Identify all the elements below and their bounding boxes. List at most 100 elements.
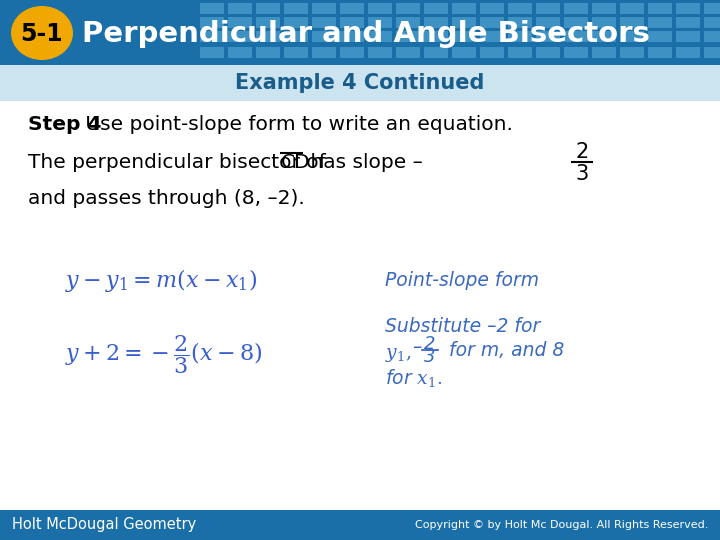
FancyBboxPatch shape (620, 47, 644, 58)
FancyBboxPatch shape (564, 47, 588, 58)
FancyBboxPatch shape (200, 17, 224, 28)
Text: has slope –: has slope – (304, 152, 423, 172)
FancyBboxPatch shape (368, 3, 392, 14)
Text: 2: 2 (575, 142, 589, 162)
FancyBboxPatch shape (256, 47, 280, 58)
Text: and passes through (8, –2).: and passes through (8, –2). (28, 188, 305, 207)
Text: Example 4 Continued: Example 4 Continued (235, 73, 485, 93)
FancyBboxPatch shape (480, 47, 504, 58)
Text: CD: CD (281, 152, 310, 172)
FancyBboxPatch shape (312, 47, 336, 58)
FancyBboxPatch shape (676, 3, 700, 14)
FancyBboxPatch shape (620, 17, 644, 28)
FancyBboxPatch shape (0, 0, 720, 65)
Text: $y_1,$: $y_1,$ (385, 346, 411, 365)
Text: 3: 3 (575, 164, 589, 184)
FancyBboxPatch shape (648, 47, 672, 58)
FancyBboxPatch shape (508, 3, 532, 14)
FancyBboxPatch shape (312, 3, 336, 14)
FancyBboxPatch shape (200, 3, 224, 14)
Text: Use point-slope form to write an equation.: Use point-slope form to write an equatio… (28, 116, 513, 134)
Text: $y + 2 = -\dfrac{2}{3}(x - 8)$: $y + 2 = -\dfrac{2}{3}(x - 8)$ (65, 334, 262, 376)
FancyBboxPatch shape (340, 47, 364, 58)
FancyBboxPatch shape (200, 31, 224, 42)
Text: The perpendicular bisector of: The perpendicular bisector of (28, 152, 332, 172)
FancyBboxPatch shape (284, 17, 308, 28)
FancyBboxPatch shape (256, 31, 280, 42)
FancyBboxPatch shape (508, 17, 532, 28)
FancyBboxPatch shape (676, 17, 700, 28)
FancyBboxPatch shape (228, 31, 252, 42)
FancyBboxPatch shape (424, 47, 448, 58)
FancyBboxPatch shape (424, 17, 448, 28)
FancyBboxPatch shape (340, 31, 364, 42)
FancyBboxPatch shape (340, 17, 364, 28)
Text: 2: 2 (424, 335, 436, 353)
FancyBboxPatch shape (0, 65, 720, 101)
Text: $y - y_1 = m(x - x_1)$: $y - y_1 = m(x - x_1)$ (65, 267, 257, 294)
FancyBboxPatch shape (704, 17, 720, 28)
FancyBboxPatch shape (592, 3, 616, 14)
FancyBboxPatch shape (480, 31, 504, 42)
FancyBboxPatch shape (228, 3, 252, 14)
FancyBboxPatch shape (452, 17, 476, 28)
FancyBboxPatch shape (228, 17, 252, 28)
FancyBboxPatch shape (480, 3, 504, 14)
Text: Step 4: Step 4 (28, 116, 102, 134)
FancyBboxPatch shape (620, 31, 644, 42)
Text: for $x_1.$: for $x_1.$ (385, 367, 442, 389)
FancyBboxPatch shape (564, 3, 588, 14)
FancyBboxPatch shape (256, 17, 280, 28)
FancyBboxPatch shape (536, 17, 560, 28)
FancyBboxPatch shape (592, 31, 616, 42)
FancyBboxPatch shape (368, 31, 392, 42)
FancyBboxPatch shape (424, 31, 448, 42)
FancyBboxPatch shape (648, 31, 672, 42)
FancyBboxPatch shape (284, 47, 308, 58)
FancyBboxPatch shape (676, 31, 700, 42)
Text: Copyright © by Holt Mc Dougal. All Rights Reserved.: Copyright © by Holt Mc Dougal. All Right… (415, 520, 708, 530)
FancyBboxPatch shape (368, 47, 392, 58)
FancyBboxPatch shape (284, 3, 308, 14)
FancyBboxPatch shape (452, 3, 476, 14)
FancyBboxPatch shape (508, 47, 532, 58)
FancyBboxPatch shape (452, 31, 476, 42)
FancyBboxPatch shape (704, 3, 720, 14)
FancyBboxPatch shape (340, 3, 364, 14)
Text: Substitute –2 for: Substitute –2 for (385, 318, 540, 336)
FancyBboxPatch shape (704, 47, 720, 58)
Text: 5-1: 5-1 (21, 22, 63, 46)
FancyBboxPatch shape (396, 17, 420, 28)
Text: –: – (413, 339, 422, 357)
FancyBboxPatch shape (508, 31, 532, 42)
FancyBboxPatch shape (536, 3, 560, 14)
FancyBboxPatch shape (368, 17, 392, 28)
FancyBboxPatch shape (396, 3, 420, 14)
FancyBboxPatch shape (564, 31, 588, 42)
Text: Perpendicular and Angle Bisectors: Perpendicular and Angle Bisectors (82, 20, 650, 48)
FancyBboxPatch shape (480, 17, 504, 28)
FancyBboxPatch shape (536, 47, 560, 58)
FancyBboxPatch shape (648, 3, 672, 14)
FancyBboxPatch shape (200, 47, 224, 58)
Text: for m, and 8: for m, and 8 (443, 341, 564, 360)
FancyBboxPatch shape (452, 47, 476, 58)
Text: 3: 3 (424, 348, 436, 366)
FancyBboxPatch shape (620, 3, 644, 14)
FancyBboxPatch shape (424, 3, 448, 14)
FancyBboxPatch shape (256, 3, 280, 14)
FancyBboxPatch shape (536, 31, 560, 42)
Text: Holt McDougal Geometry: Holt McDougal Geometry (12, 517, 197, 532)
FancyBboxPatch shape (396, 47, 420, 58)
FancyBboxPatch shape (648, 17, 672, 28)
FancyBboxPatch shape (704, 31, 720, 42)
FancyBboxPatch shape (592, 47, 616, 58)
Ellipse shape (11, 6, 73, 60)
FancyBboxPatch shape (0, 510, 720, 540)
FancyBboxPatch shape (592, 17, 616, 28)
FancyBboxPatch shape (312, 17, 336, 28)
Text: Point-slope form: Point-slope form (385, 271, 539, 289)
FancyBboxPatch shape (284, 31, 308, 42)
FancyBboxPatch shape (676, 47, 700, 58)
FancyBboxPatch shape (312, 31, 336, 42)
